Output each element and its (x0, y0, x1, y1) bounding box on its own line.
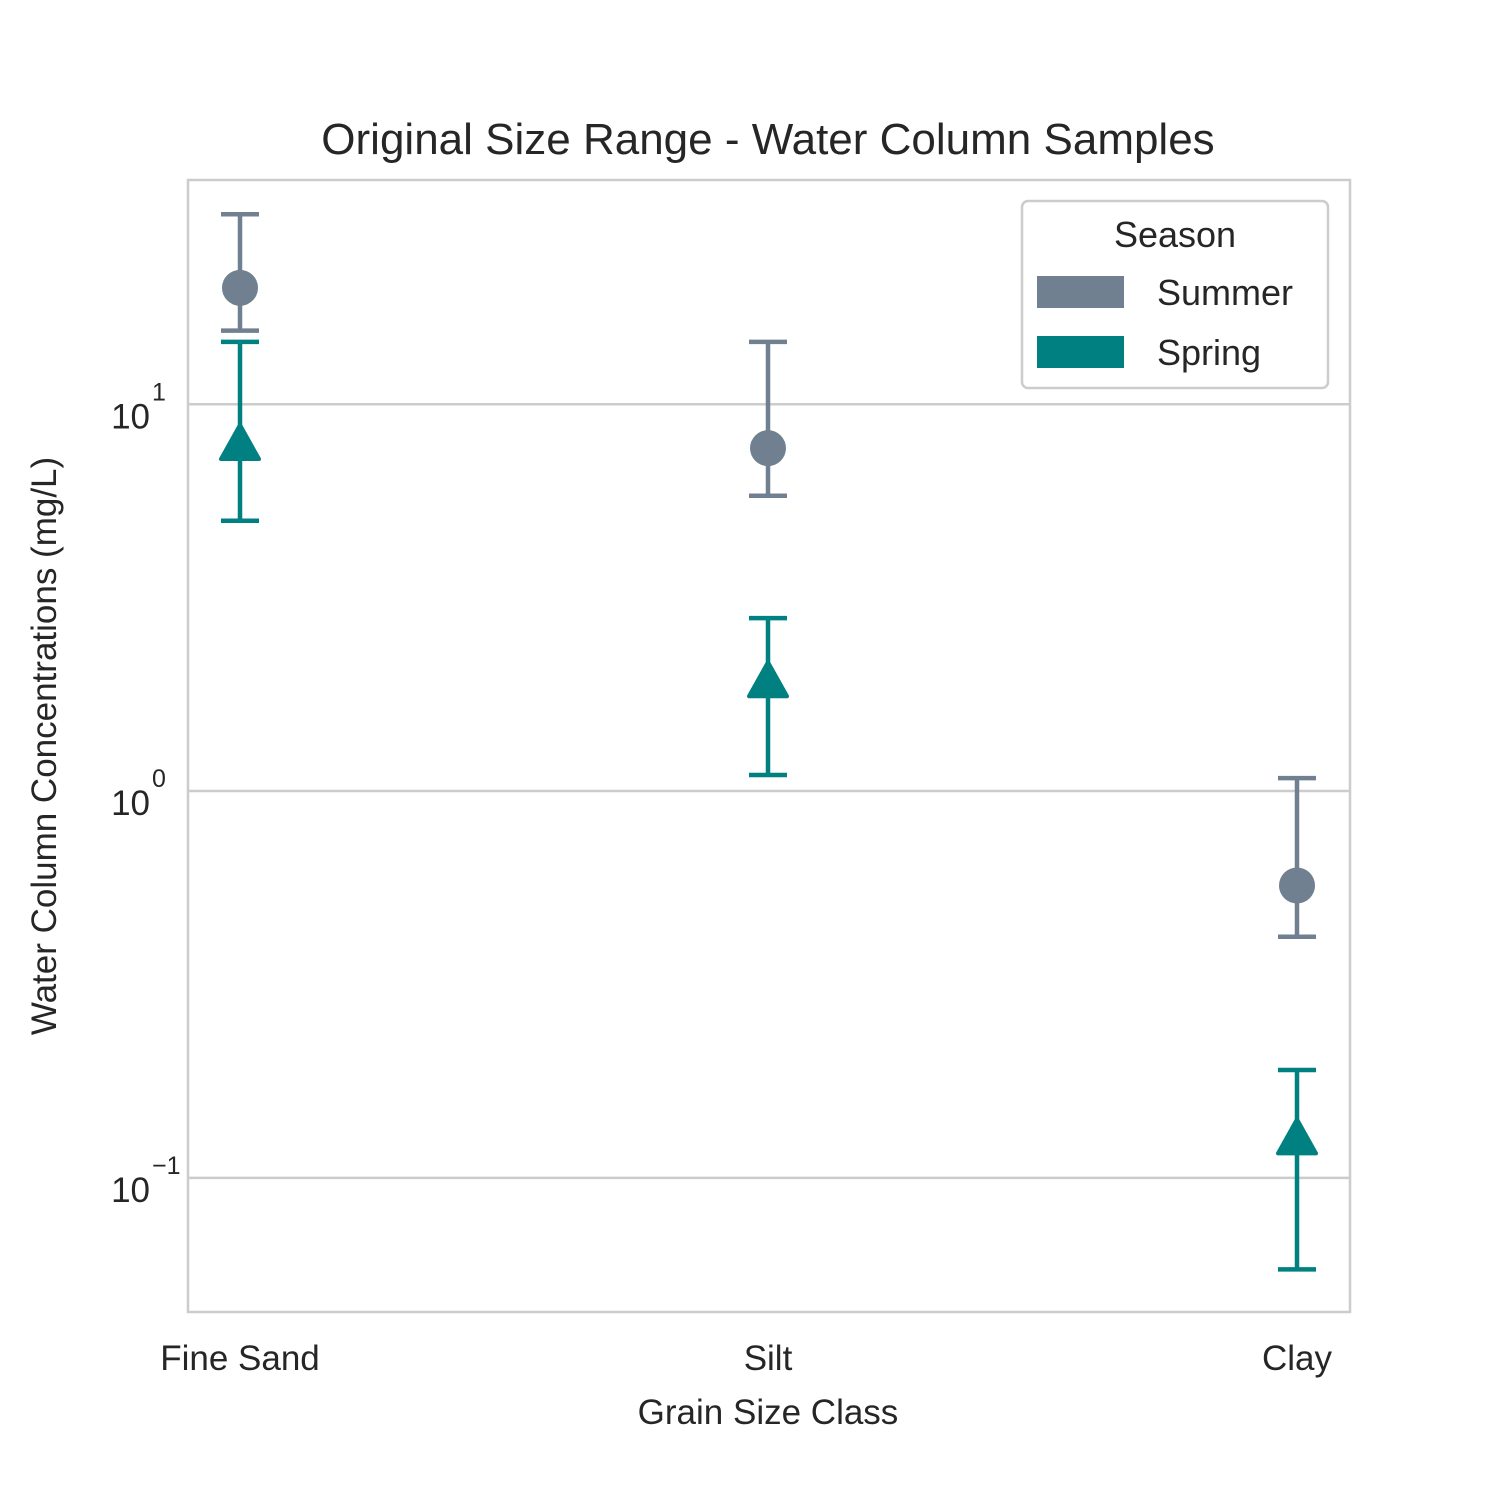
y-tick-label: 10 (111, 784, 150, 823)
legend-entries: Summer Spring (1037, 272, 1293, 373)
data-point (1276, 1117, 1318, 1156)
y-tick-label: 10 (111, 1171, 150, 1210)
series-summer (221, 211, 1316, 940)
y-tick-exponent: −1 (152, 1152, 181, 1180)
legend-swatch-spring (1037, 336, 1124, 368)
chart-title: Original Size Range - Water Column Sampl… (321, 115, 1214, 164)
data-point (219, 422, 261, 461)
y-tick-exponent: 1 (152, 378, 166, 406)
legend-title: Season (1114, 214, 1236, 255)
x-tick-label: Fine Sand (160, 1339, 320, 1378)
series-spring (219, 339, 1318, 1272)
y-tick-label: 10 (111, 397, 150, 436)
x-tick-label: Silt (744, 1339, 793, 1378)
x-axis-label: Grain Size Class (638, 1393, 899, 1432)
legend-swatch-summer (1037, 276, 1124, 308)
data-point (747, 660, 789, 699)
x-tick-labels: Fine Sand Silt Clay (160, 1339, 1332, 1378)
legend-label-spring: Spring (1157, 332, 1261, 373)
data-point (1279, 867, 1315, 904)
x-tick-label: Clay (1262, 1339, 1333, 1378)
y-tick-exponent: 0 (152, 765, 166, 793)
legend: Season Summer Spring (1020, 199, 1330, 390)
data-point (222, 269, 258, 306)
y-axis-label: Water Column Concentrations (mg/L) (25, 457, 64, 1035)
legend-label-summer: Summer (1157, 272, 1293, 313)
data-point (750, 430, 786, 467)
data-marks (219, 211, 1318, 1272)
